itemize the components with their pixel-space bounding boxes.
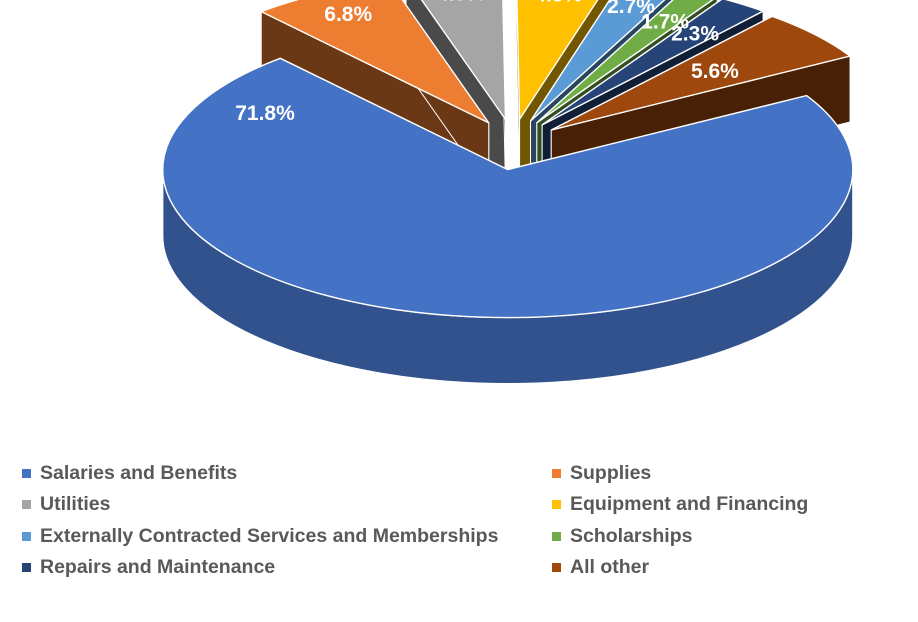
legend-item: Supplies	[552, 458, 651, 488]
legend-item: All other	[552, 553, 649, 583]
pie-tops	[162, 0, 854, 319]
pie-slice-2	[420, 0, 507, 122]
legend-item: Scholarships	[552, 521, 692, 551]
legend-swatch	[22, 500, 31, 509]
pie-slice-4	[529, 0, 666, 122]
legend-label: Equipment and Financing	[570, 493, 809, 515]
pie-slice-0	[162, 57, 854, 319]
legend-label: All other	[570, 556, 650, 578]
slice-label-5: 1.7%	[641, 10, 689, 33]
legend-item: Repairs and Maintenance	[22, 553, 275, 583]
legend-swatch	[552, 468, 561, 478]
legend-swatch	[22, 563, 31, 572]
pie-slice-1	[259, 0, 490, 124]
legend-swatch	[552, 563, 561, 572]
legend-label: Supplies	[570, 461, 652, 484]
legend-swatch	[22, 531, 31, 541]
slice-label-7: 5.6%	[691, 60, 739, 83]
slice-label-6: 2.3%	[671, 22, 719, 45]
legend-item: Utilities	[22, 490, 110, 520]
legend-item: Externally Contracted Services and Membe…	[22, 521, 498, 551]
legend-swatch	[22, 468, 31, 478]
slice-label-3: 4.5%	[534, 0, 582, 7]
pie-chart: 71.8% 6.8% 4.5% 4.5% 2.7%1.7%2.3% 5.6%	[162, 0, 854, 385]
legend-swatch	[552, 500, 561, 509]
slice-label-0: 71.8%	[235, 102, 295, 125]
legend-label: Externally Contracted Services and Membe…	[40, 524, 499, 547]
legend-swatch	[552, 531, 561, 541]
pie-slice-7	[550, 15, 852, 131]
slice-label-2: 4.5%	[437, 0, 485, 6]
legend-label: Scholarships	[570, 524, 693, 547]
pie-slice-3	[516, 0, 599, 122]
legend-label: Utilities	[40, 493, 111, 515]
pie-labels: 71.8% 6.8% 4.5% 4.5% 2.7%1.7%2.3% 5.6%	[235, 0, 739, 125]
slice-label-1: 6.8%	[324, 3, 372, 26]
slice-label-4: 2.7%	[607, 0, 655, 18]
legend-label: Salaries and Benefits	[40, 461, 238, 484]
legend-item: Equipment and Financing	[552, 490, 808, 520]
legend-item: Salaries and Benefits	[22, 458, 237, 488]
pie-slice-6	[541, 0, 765, 126]
legend-label: Repairs and Maintenance	[40, 556, 276, 578]
